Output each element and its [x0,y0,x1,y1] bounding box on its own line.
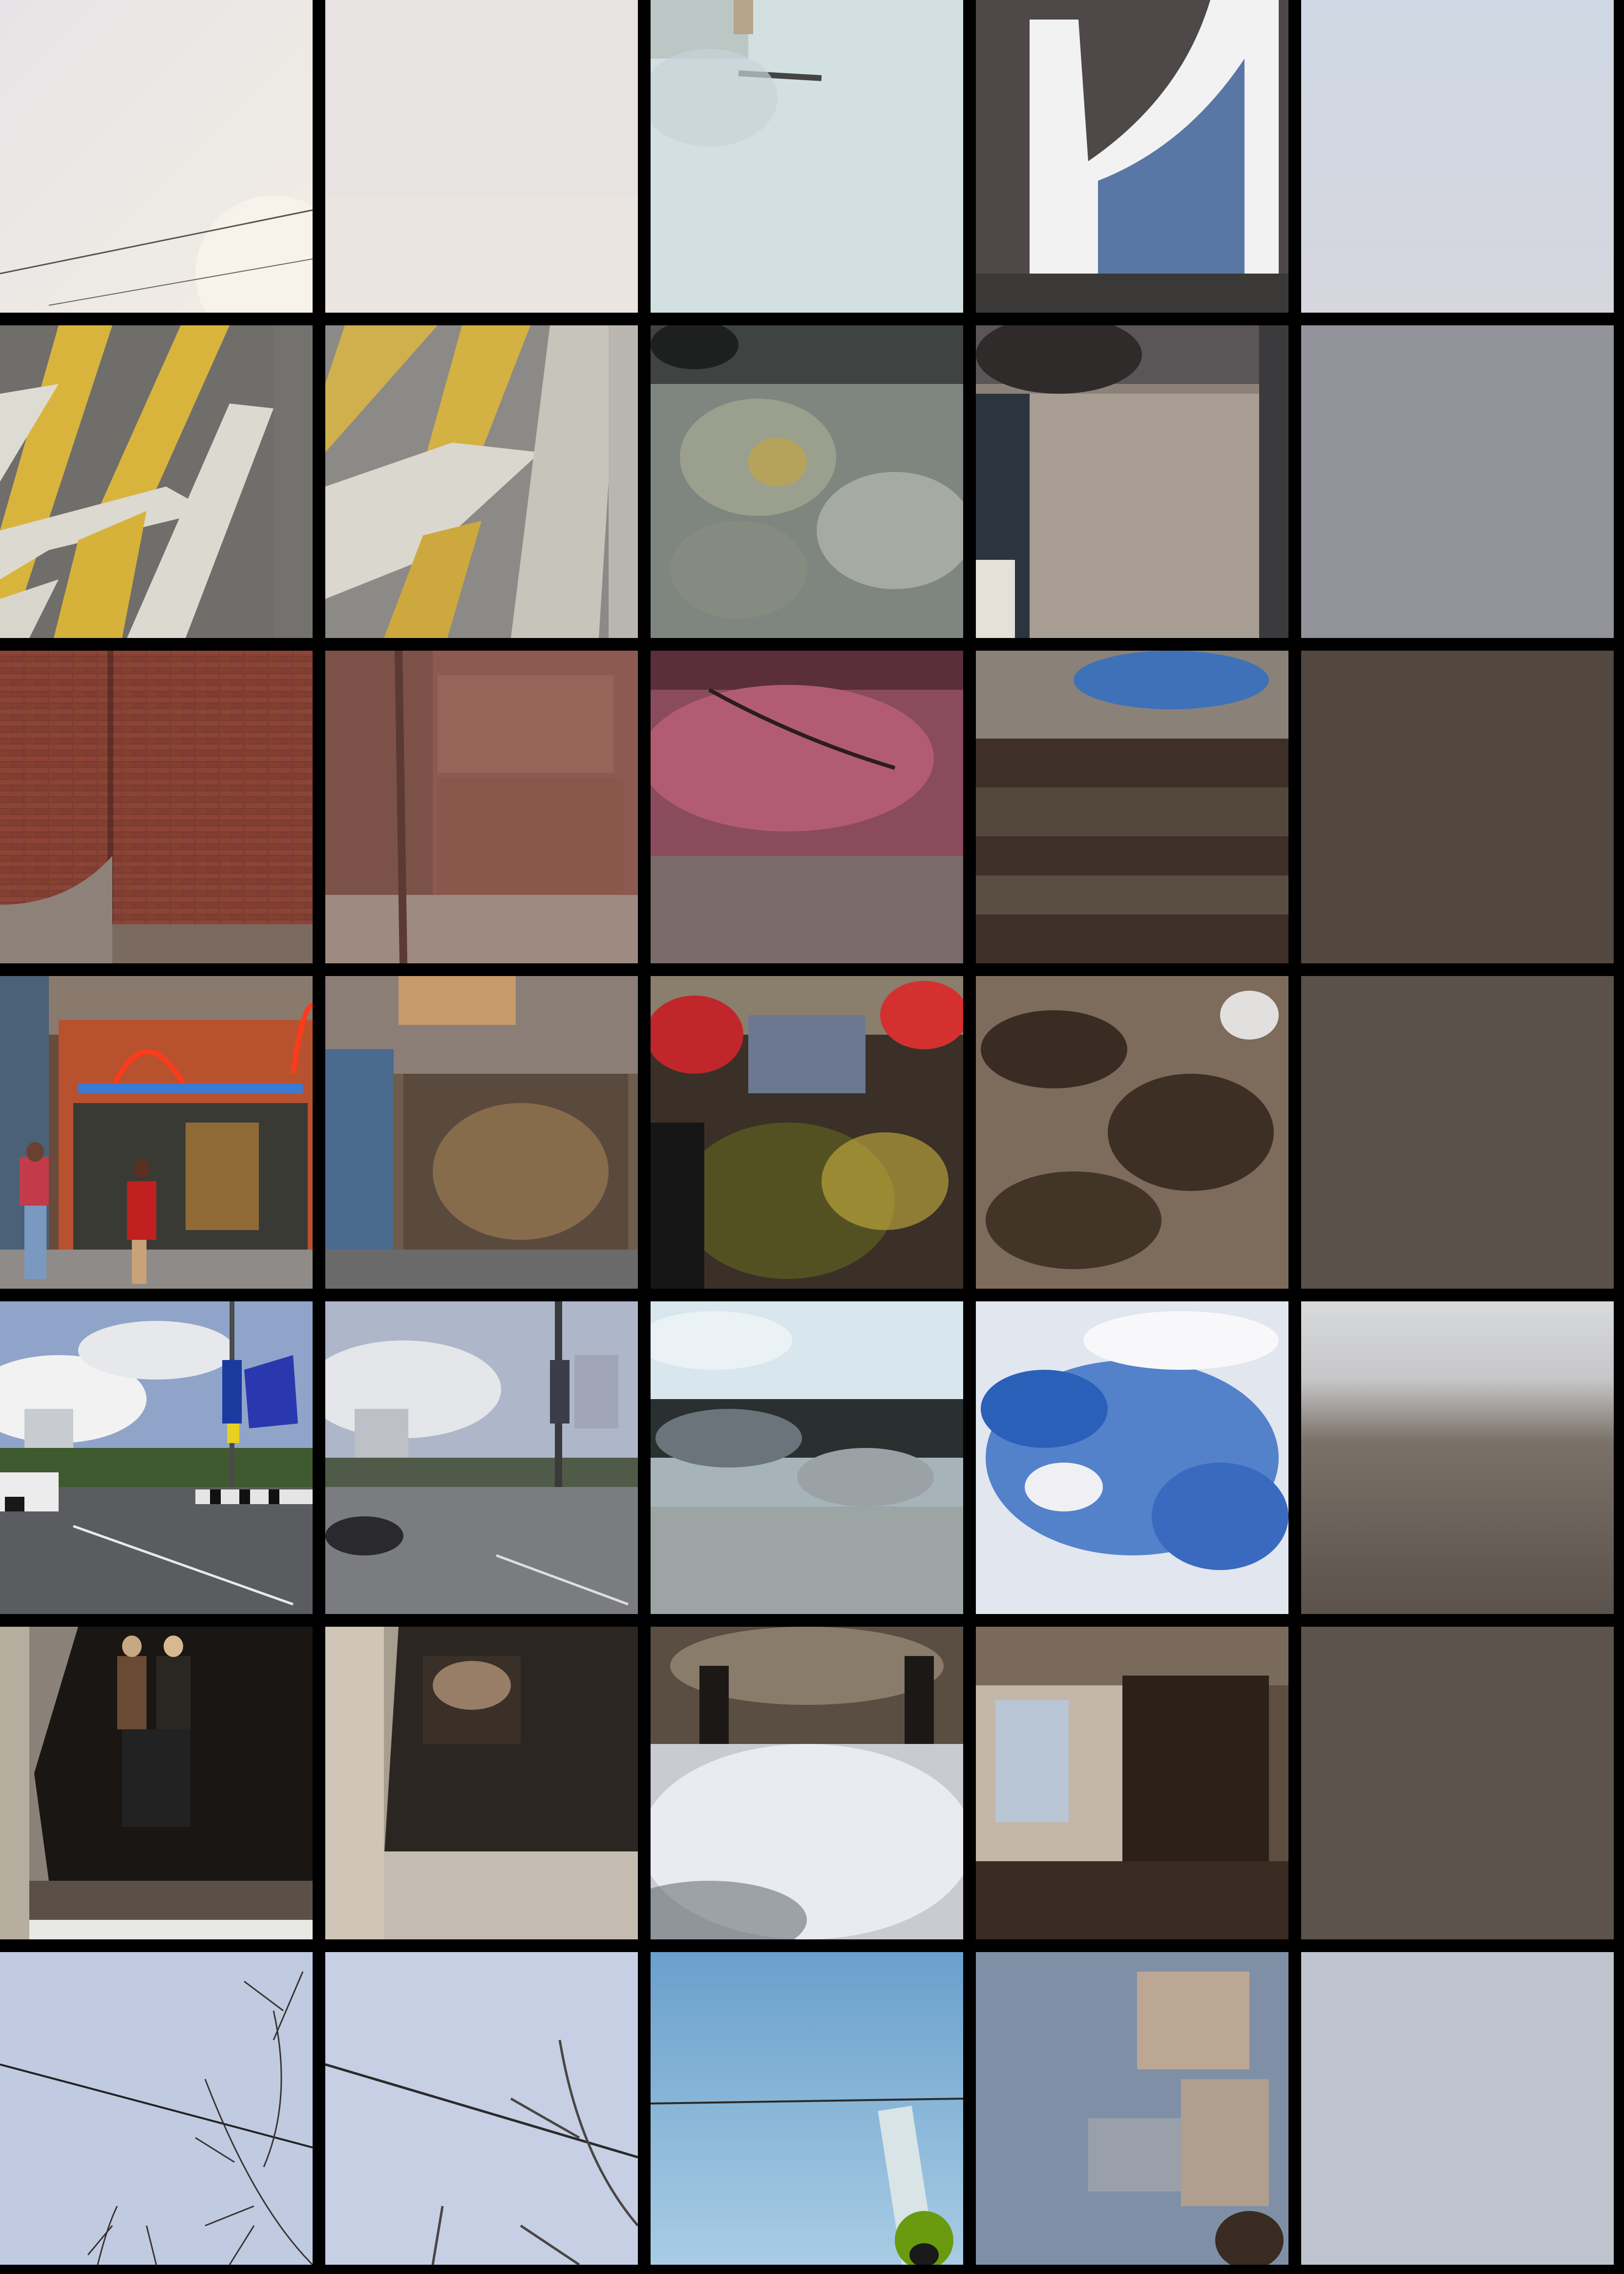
pedestrian [127,1181,156,1240]
tile-r1-c2 [325,0,638,313]
tile-r6-c2 [325,1627,638,1939]
tile-r4-c1 [0,976,313,1289]
power-line [48,258,313,306]
tile-r2-c1 [0,325,313,638]
sign [222,1360,242,1424]
tile-r5-c4 [976,1301,1288,1614]
tile-r6-c5 [1301,1627,1614,1939]
tile-r4-c2 [325,976,638,1289]
tile-r7-c1 [0,1952,313,2265]
power-line [0,2063,313,2148]
tile-r2-c3 [651,325,963,638]
neon-arch [110,1049,188,1090]
sky-photo [0,0,313,313]
tile-r6-c3 [651,1627,963,1939]
road-marking-photo [0,325,313,638]
power-line [0,209,313,275]
tile-r3-c1 [0,651,313,963]
shopfront-photo [0,976,313,1289]
tile-r1-c4 [976,0,1288,313]
tile-r7-c5 [1301,1952,1614,2265]
tile-r2-c4 [976,325,1288,638]
tile-r6-c4 [976,1627,1288,1939]
tile-r1-c1 [0,0,313,313]
tile-r1-c5 [1301,0,1614,313]
billboard [244,1355,298,1428]
tile-r6-c1 [0,1627,313,1939]
branches [87,1971,313,2265]
pedestrian [20,1157,49,1206]
tile-r3-c5 [1301,651,1614,963]
tile-r3-c4 [976,651,1288,963]
tile-r2-c2 [325,325,638,638]
tile-r2-c5 [1301,325,1614,638]
branches-photo [0,1952,313,2265]
tile-r5-c3 [651,1301,963,1614]
mannequin [156,1656,190,1734]
tile-r5-c5 [1301,1301,1614,1614]
city-street-photo [0,1301,313,1614]
shop-window-photo [0,1627,313,1939]
tile-r5-c1 [0,1301,313,1614]
tile-r7-c3 [651,1952,963,2265]
brick-wall-photo [0,651,313,963]
tile-r7-c4 [976,1952,1288,2265]
mannequin [117,1656,147,1729]
tile-r3-c2 [325,651,638,963]
tile-r5-c2 [325,1301,638,1614]
tile-r1-c3 [651,0,963,313]
tile-r4-c5 [1301,976,1614,1289]
tile-r4-c4 [976,976,1288,1289]
tile-r4-c3 [651,976,963,1289]
tile-r7-c2 [325,1952,638,2265]
tile-r3-c3 [651,651,963,963]
